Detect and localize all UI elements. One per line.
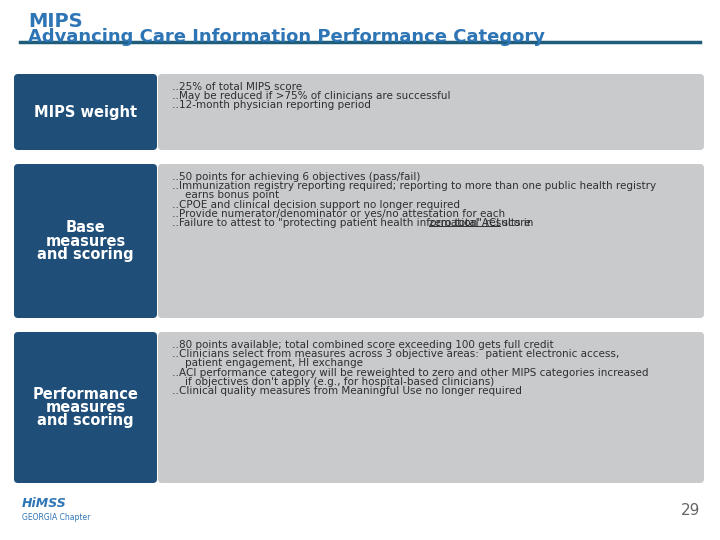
Text: ‥Failure to attest to "protecting patient health information" results in: ‥Failure to attest to "protecting patien… <box>172 218 536 228</box>
Text: MIPS weight: MIPS weight <box>34 105 137 119</box>
Text: ‥50 points for achieving 6 objectives (pass/fail): ‥50 points for achieving 6 objectives (p… <box>172 172 420 182</box>
Text: and scoring: and scoring <box>37 413 134 428</box>
Text: Performance: Performance <box>32 387 138 402</box>
Text: Advancing Care Information Performance Category: Advancing Care Information Performance C… <box>28 28 545 46</box>
Text: ‥ACI performance category will be reweighted to zero and other MIPS categories i: ‥ACI performance category will be reweig… <box>172 368 649 377</box>
Text: ‥CPOE and clinical decision support no longer required: ‥CPOE and clinical decision support no l… <box>172 200 460 210</box>
Text: earns bonus point: earns bonus point <box>172 191 279 200</box>
Text: ‥Clinical quality measures from Meaningful Use no longer required: ‥Clinical quality measures from Meaningf… <box>172 386 522 396</box>
FancyBboxPatch shape <box>158 74 704 150</box>
Text: measures: measures <box>45 400 125 415</box>
Text: MIPS: MIPS <box>28 12 83 31</box>
Text: 29: 29 <box>680 503 700 518</box>
Text: Base: Base <box>66 220 105 235</box>
Text: ‥12-month physician reporting period: ‥12-month physician reporting period <box>172 100 371 110</box>
FancyBboxPatch shape <box>14 164 157 318</box>
Text: zero total ACI score: zero total ACI score <box>429 218 531 228</box>
Text: ‥Immunization registry reporting required; reporting to more than one public hea: ‥Immunization registry reporting require… <box>172 181 656 191</box>
Text: ‥Provide numerator/denominator or yes/no attestation for each: ‥Provide numerator/denominator or yes/no… <box>172 209 505 219</box>
Text: if objectives don't apply (e.g., for hospital-based clinicians): if objectives don't apply (e.g., for hos… <box>172 377 494 387</box>
FancyBboxPatch shape <box>158 164 704 318</box>
FancyBboxPatch shape <box>14 74 157 150</box>
FancyBboxPatch shape <box>158 332 704 483</box>
Text: measures: measures <box>45 233 125 248</box>
Text: patient engagement, HI exchange: patient engagement, HI exchange <box>172 359 363 368</box>
Text: ‥80 points available; total combined score exceeding 100 gets full credit: ‥80 points available; total combined sco… <box>172 340 554 350</box>
Text: ‥May be reduced if >75% of clinicians are successful: ‥May be reduced if >75% of clinicians ar… <box>172 91 451 101</box>
Text: ‥25% of total MIPS score: ‥25% of total MIPS score <box>172 82 302 92</box>
Text: HiMSS: HiMSS <box>22 497 67 510</box>
Text: and scoring: and scoring <box>37 246 134 261</box>
Text: ‥Clinicians select from measures across 3 objective areas:  patient electronic a: ‥Clinicians select from measures across … <box>172 349 619 359</box>
FancyBboxPatch shape <box>14 332 157 483</box>
Text: GEORGIA Chapter: GEORGIA Chapter <box>22 513 91 522</box>
